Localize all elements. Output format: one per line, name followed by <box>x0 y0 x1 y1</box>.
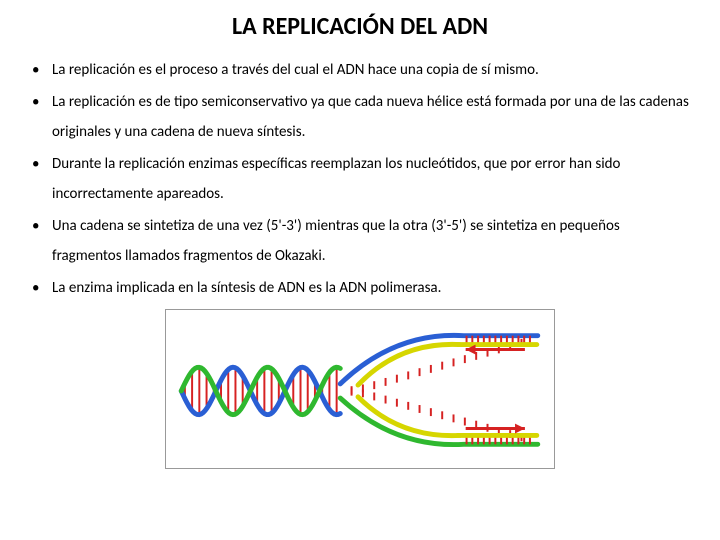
page-title: LA REPLICACIÓN DEL ADN <box>28 12 692 41</box>
list-item: La replicación es de tipo semiconservati… <box>28 87 692 147</box>
dna-replication-diagram <box>165 309 555 469</box>
bullet-list: La replicación es el proceso a través de… <box>28 55 692 303</box>
diagram-container <box>28 309 692 469</box>
list-item: La enzima implicada en la síntesis de AD… <box>28 273 692 303</box>
list-item: Durante la replicación enzimas específic… <box>28 149 692 209</box>
list-item: Una cadena se sintetiza de una vez (5'-3… <box>28 211 692 271</box>
list-item: La replicación es el proceso a través de… <box>28 55 692 85</box>
